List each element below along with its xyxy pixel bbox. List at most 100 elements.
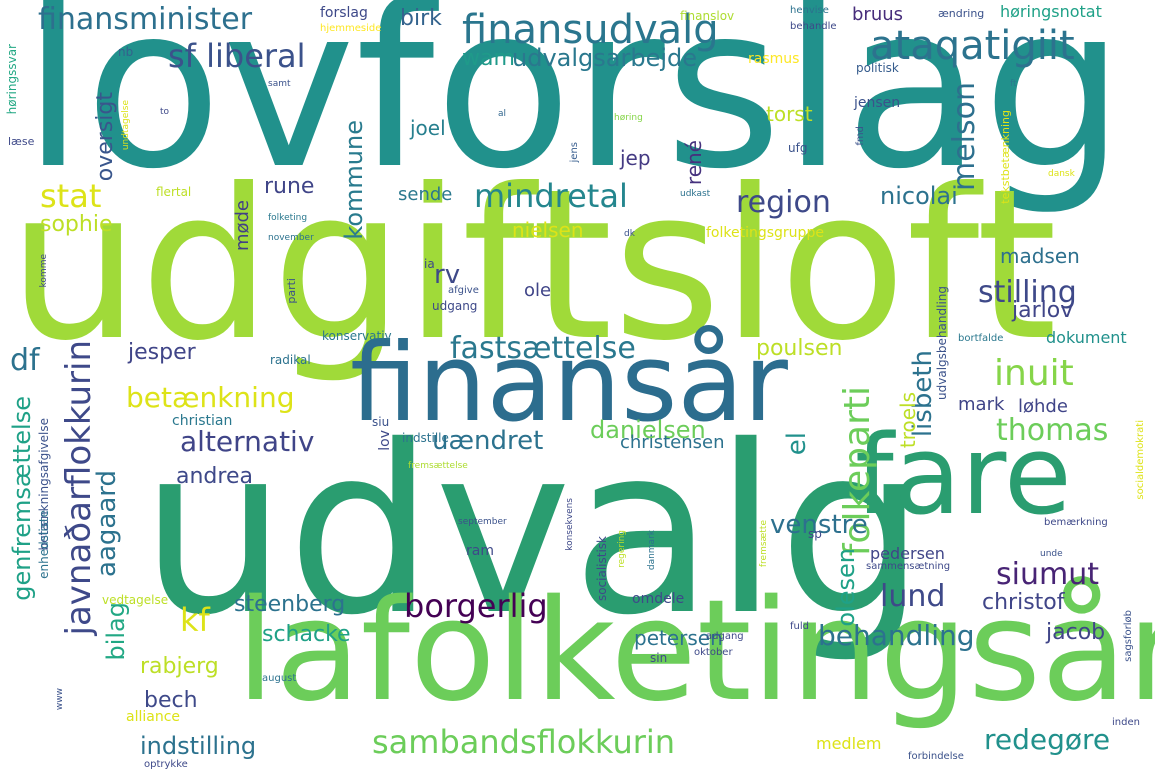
word: sammensætning bbox=[866, 561, 951, 572]
word: radikal bbox=[270, 353, 311, 367]
word: bruus bbox=[852, 4, 904, 25]
word: hjemmeside bbox=[320, 23, 382, 34]
word: inuit bbox=[994, 353, 1074, 394]
word: df bbox=[10, 343, 40, 378]
word: ataqatigiit bbox=[870, 23, 1075, 69]
word: kf bbox=[180, 601, 210, 639]
word: olesen bbox=[832, 548, 860, 627]
word: lov bbox=[377, 430, 393, 451]
word: region bbox=[736, 185, 831, 220]
word: sophie bbox=[40, 212, 113, 237]
word: udvalg bbox=[140, 396, 926, 666]
word: udgiftsloft bbox=[8, 145, 1058, 387]
word: melson bbox=[947, 82, 982, 192]
word: forslag bbox=[320, 5, 368, 21]
word: fuld bbox=[790, 621, 809, 632]
word: pedersen bbox=[870, 544, 945, 563]
word: sende bbox=[398, 184, 453, 205]
word: siumut bbox=[996, 557, 1099, 592]
word: konservativ bbox=[322, 329, 392, 343]
word: poulsen bbox=[756, 336, 843, 361]
word: enhedsliste bbox=[37, 510, 51, 579]
word: adgang bbox=[706, 631, 744, 642]
word: www bbox=[55, 688, 65, 711]
word: rune bbox=[264, 174, 315, 199]
word: sf liberal bbox=[168, 37, 306, 75]
word: mindretal bbox=[474, 177, 628, 215]
word: fastsættelse bbox=[450, 331, 636, 366]
word: oversigt bbox=[93, 92, 118, 182]
word: thomas bbox=[996, 413, 1109, 448]
word: javnaðarflokkurin bbox=[59, 340, 99, 636]
word: stilling bbox=[978, 275, 1077, 310]
word: jensen bbox=[854, 95, 901, 111]
word: september bbox=[458, 517, 507, 527]
word: finansår bbox=[350, 321, 788, 446]
word: wam bbox=[462, 46, 515, 71]
word: andrea bbox=[176, 464, 253, 489]
word: lovforslag bbox=[22, 0, 1126, 219]
word: behandling bbox=[818, 619, 975, 652]
word: christof bbox=[982, 590, 1065, 615]
word: oktober bbox=[694, 647, 733, 658]
word: regering bbox=[617, 530, 627, 568]
word: petersen bbox=[634, 626, 723, 650]
word: fare bbox=[855, 411, 1072, 539]
word: møde bbox=[232, 200, 253, 252]
word: bilag bbox=[102, 602, 130, 661]
word: ia bbox=[424, 257, 435, 271]
word: troels bbox=[896, 392, 920, 449]
word: vedtagelse bbox=[102, 593, 169, 607]
word: bortfalde bbox=[958, 333, 1004, 344]
word: jens bbox=[569, 142, 580, 163]
word: samt bbox=[268, 79, 291, 89]
word: sambandsflokkurin bbox=[372, 723, 676, 761]
word: høringsnotat bbox=[1000, 2, 1102, 21]
word: høringssvar bbox=[5, 44, 19, 115]
word: jep bbox=[620, 146, 651, 170]
word: finansminister bbox=[38, 2, 253, 37]
word: ændring bbox=[938, 7, 985, 20]
word: siu bbox=[372, 415, 390, 429]
word: nicolai bbox=[880, 182, 958, 210]
word: henvise bbox=[790, 5, 829, 16]
word: kommune bbox=[340, 120, 368, 240]
word: fmd bbox=[855, 126, 866, 146]
word: folketingsgruppe bbox=[706, 225, 824, 241]
word: birk bbox=[400, 6, 442, 31]
word: schacke bbox=[262, 622, 351, 647]
word: sagsforløb bbox=[1123, 610, 1134, 662]
word: udgang bbox=[432, 299, 478, 313]
word: joel bbox=[410, 116, 446, 140]
word: flertal bbox=[156, 185, 192, 199]
word: redegøre bbox=[984, 723, 1111, 756]
word: medlem bbox=[816, 734, 882, 753]
word: torst bbox=[766, 102, 813, 126]
word: forbindelse bbox=[908, 751, 964, 762]
word: ram bbox=[466, 543, 494, 559]
word: madsen bbox=[1000, 244, 1080, 268]
word: august bbox=[262, 673, 297, 684]
word: behandle bbox=[790, 21, 837, 32]
word: jacob bbox=[1046, 620, 1106, 645]
word: afgive bbox=[448, 285, 479, 296]
word: danielsen bbox=[590, 416, 706, 444]
word: steenberg bbox=[234, 592, 346, 617]
word: udvalgsarbejde bbox=[512, 44, 698, 72]
word: danmark bbox=[647, 530, 657, 571]
word: ole bbox=[524, 280, 552, 301]
word: ft bbox=[1010, 79, 1017, 89]
word: nb bbox=[118, 45, 134, 59]
word: indstille bbox=[402, 431, 449, 445]
word: al bbox=[498, 109, 507, 119]
word: indstilling bbox=[140, 732, 257, 760]
word: bemærkning bbox=[1044, 517, 1108, 528]
word: jesper bbox=[128, 340, 196, 365]
word: lund bbox=[880, 579, 946, 614]
word: fremsættelse bbox=[408, 461, 468, 471]
word: sp bbox=[808, 527, 822, 541]
word: borgerlig bbox=[404, 587, 548, 625]
word: politisk bbox=[856, 61, 899, 75]
word: bech bbox=[144, 688, 198, 713]
